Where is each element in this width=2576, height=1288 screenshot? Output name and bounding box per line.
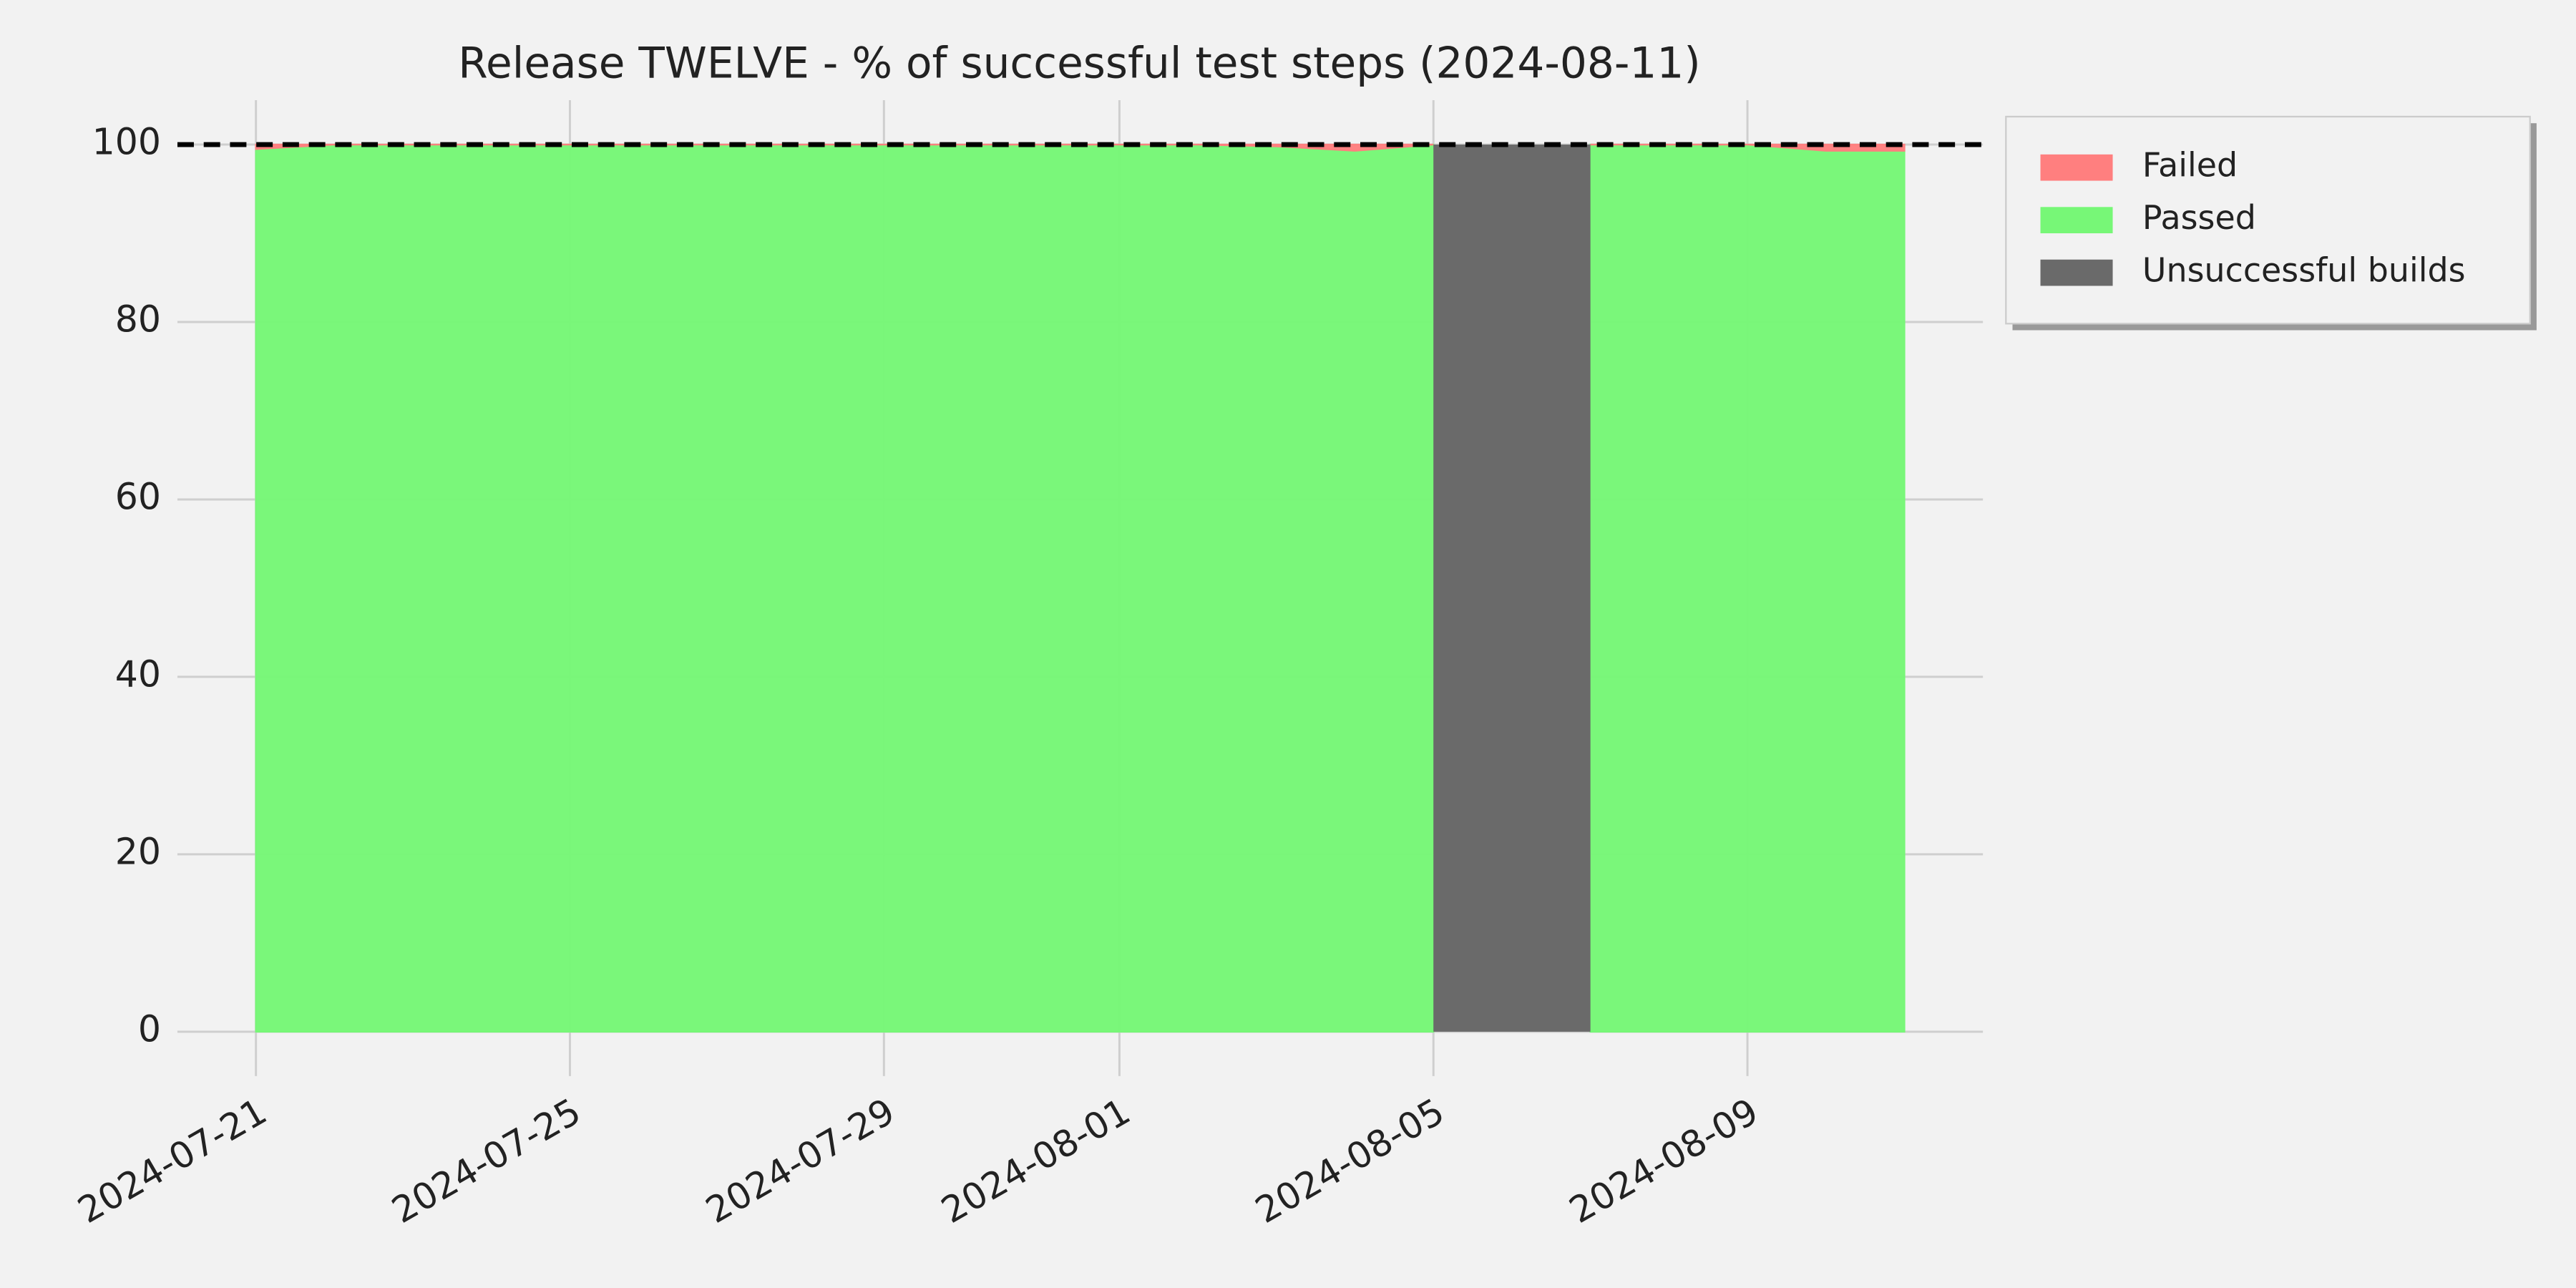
y-tick-label: 80 <box>115 298 161 341</box>
y-tick-label: 40 <box>115 653 161 695</box>
y-tick-label: 0 <box>138 1008 161 1050</box>
legend-swatch <box>2040 207 2113 234</box>
legend-label: Passed <box>2142 198 2256 237</box>
legend-label: Failed <box>2142 146 2238 185</box>
area-passed <box>255 143 1435 1033</box>
legend: Failed Passed Unsuccessful builds <box>2005 115 2537 331</box>
legend-swatch <box>2040 154 2113 181</box>
y-tick-label: 100 <box>92 121 161 163</box>
y-tick-label: 60 <box>115 475 161 517</box>
chart-title: Release TWELVE - % of successful test st… <box>458 39 1700 88</box>
area-passed <box>1589 143 1906 1033</box>
unsuccessful-builds <box>1433 145 1591 1032</box>
y-tick-label: 20 <box>115 830 161 872</box>
legend-swatch <box>2040 259 2113 286</box>
legend-label: Unsuccessful builds <box>2142 251 2466 290</box>
